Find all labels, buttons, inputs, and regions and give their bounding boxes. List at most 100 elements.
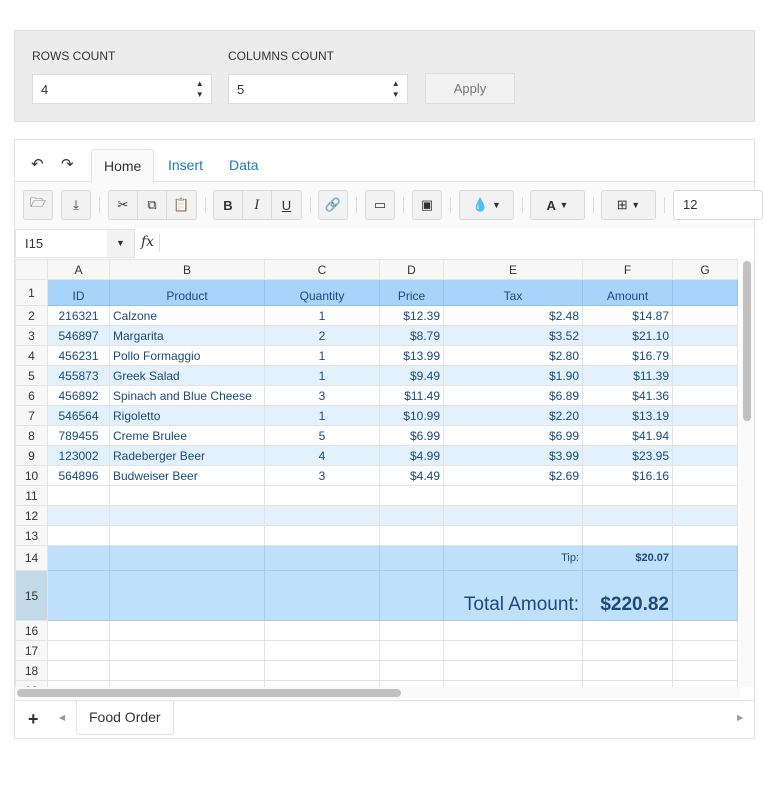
tab-home[interactable]: Home (91, 149, 155, 183)
cell[interactable]: 1 (264, 345, 380, 366)
cell[interactable]: 456231 (47, 345, 110, 366)
cell[interactable] (264, 545, 380, 571)
rows-count-stepper[interactable]: ▲▼ (32, 74, 212, 104)
sheet-tab-food-order[interactable]: Food Order (76, 701, 174, 735)
cell-grid[interactable]: A B C D E F G 1 ID Product Quantity Price Tax Amount 2… (15, 259, 738, 687)
cell[interactable] (672, 505, 738, 526)
cell[interactable]: Amount (582, 279, 673, 306)
cell[interactable] (379, 570, 444, 621)
underline-icon[interactable]: U (281, 197, 292, 213)
cell[interactable]: 216321 (47, 305, 110, 326)
column-header[interactable]: F (582, 259, 673, 280)
cell[interactable] (672, 279, 738, 306)
cell[interactable] (109, 620, 265, 641)
cell[interactable]: 789455 (47, 425, 110, 446)
vertical-scrollbar[interactable] (741, 259, 754, 687)
cell[interactable] (47, 640, 110, 661)
cell[interactable]: 123002 (47, 445, 110, 466)
cell[interactable] (379, 660, 444, 681)
open-icon[interactable]: 🗁 (23, 190, 53, 220)
cell[interactable]: $9.49 (379, 365, 444, 386)
cell[interactable]: 1 (264, 305, 380, 326)
cell[interactable] (672, 640, 738, 661)
cell[interactable] (672, 465, 738, 486)
column-header[interactable]: B (109, 259, 265, 280)
column-header[interactable]: A (47, 259, 110, 280)
cell[interactable] (109, 505, 265, 526)
cell[interactable]: 1 (264, 365, 380, 386)
row-header[interactable]: 15 (15, 570, 48, 621)
bold-icon[interactable]: B (214, 191, 243, 219)
scroll-right-icon[interactable]: ▶ (737, 713, 744, 722)
cell[interactable]: $10.99 (379, 405, 444, 426)
cell[interactable] (672, 325, 738, 346)
cell[interactable] (264, 570, 380, 621)
cell[interactable] (672, 305, 738, 326)
cell[interactable]: $4.49 (379, 465, 444, 486)
cell[interactable]: $41.94 (582, 425, 673, 446)
cell[interactable] (672, 365, 738, 386)
cell[interactable]: $2.48 (443, 305, 583, 326)
cell[interactable] (672, 385, 738, 406)
cell[interactable]: $6.99 (443, 425, 583, 446)
row-header[interactable]: 18 (15, 660, 48, 681)
row-header[interactable]: 17 (15, 640, 48, 661)
cell[interactable] (264, 525, 380, 546)
stepper-arrows-icon[interactable]: ▲ ▼ (391, 79, 400, 99)
cell[interactable] (443, 525, 583, 546)
cut-icon[interactable]: ✂ (109, 191, 138, 219)
cell[interactable]: $23.95 (582, 445, 673, 466)
row-header[interactable]: 6 (15, 385, 48, 406)
tab-insert[interactable]: Insert (168, 157, 204, 173)
cell[interactable]: 456892 (47, 385, 110, 406)
chevron-down-icon[interactable]: ▼ (107, 230, 134, 257)
cell[interactable] (672, 345, 738, 366)
cell[interactable] (379, 620, 444, 641)
cell[interactable] (47, 570, 110, 621)
cell[interactable] (443, 640, 583, 661)
link-icon[interactable]: 🔗 (318, 190, 348, 220)
cell[interactable]: 546564 (47, 405, 110, 426)
stepper-arrows-icon[interactable]: ▲ ▼ (195, 79, 204, 99)
row-header[interactable]: 13 (15, 525, 48, 546)
cell[interactable]: $16.16 (582, 465, 673, 486)
scroll-left-icon[interactable]: ◀ (59, 713, 66, 722)
columns-count-input[interactable] (229, 75, 385, 103)
cell[interactable]: $11.49 (379, 385, 444, 406)
image-icon[interactable]: ▣ (412, 190, 442, 220)
row-header[interactable]: 2 (15, 305, 48, 326)
font-color-dropdown[interactable]: A ▼ (530, 190, 585, 220)
cell[interactable]: $13.99 (379, 345, 444, 366)
cell[interactable]: $21.10 (582, 325, 673, 346)
cell[interactable] (672, 405, 738, 426)
borders-dropdown[interactable]: ⊞ ▼ (601, 190, 656, 220)
horizontal-scrollbar[interactable] (15, 687, 740, 699)
cell[interactable]: Total Amount: (443, 570, 583, 621)
cell[interactable] (672, 425, 738, 446)
comment-icon[interactable]: ▭ (365, 190, 395, 220)
cell[interactable]: 5 (264, 425, 380, 446)
cell[interactable] (379, 505, 444, 526)
cell[interactable] (443, 485, 583, 506)
cell[interactable]: 2 (264, 325, 380, 346)
cell[interactable] (582, 485, 673, 506)
cell[interactable]: 1 (264, 405, 380, 426)
cell[interactable]: Product (109, 279, 265, 306)
cell[interactable]: Tip: (443, 545, 583, 571)
cell[interactable]: Spinach and Blue Cheese (109, 385, 265, 406)
cell[interactable] (443, 620, 583, 641)
cell[interactable] (109, 570, 265, 621)
font-size-input[interactable]: 12 (673, 190, 763, 220)
cell[interactable]: $3.99 (443, 445, 583, 466)
cell[interactable] (47, 525, 110, 546)
cell[interactable]: 3 (264, 385, 380, 406)
cell[interactable]: $16.79 (582, 345, 673, 366)
cell[interactable] (379, 545, 444, 571)
cell[interactable]: $6.89 (443, 385, 583, 406)
cell[interactable]: Margarita (109, 325, 265, 346)
cell[interactable] (109, 485, 265, 506)
cell[interactable] (582, 505, 673, 526)
row-header[interactable]: 7 (15, 405, 48, 426)
cell[interactable]: Quantity (264, 279, 380, 306)
row-header[interactable]: 3 (15, 325, 48, 346)
